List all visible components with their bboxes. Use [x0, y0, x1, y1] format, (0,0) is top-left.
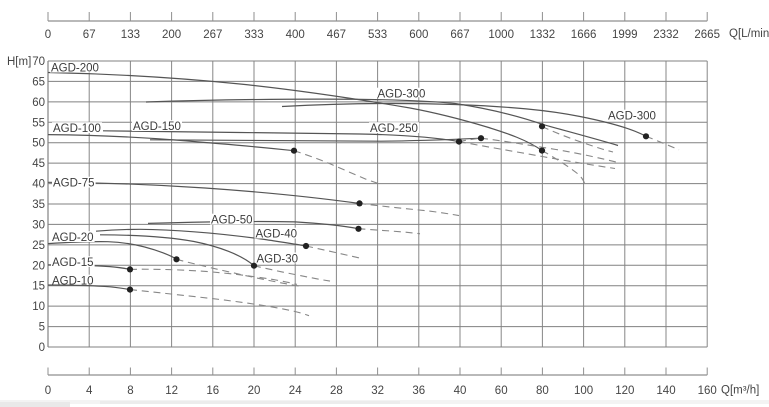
svg-text:15: 15: [32, 281, 45, 293]
svg-text:28: 28: [330, 385, 343, 397]
svg-text:30: 30: [32, 219, 45, 231]
svg-text:333: 333: [244, 29, 263, 41]
svg-text:AGD-50: AGD-50: [211, 215, 253, 227]
svg-text:25: 25: [32, 240, 45, 252]
svg-text:2665: 2665: [694, 29, 720, 41]
svg-text:24: 24: [289, 385, 302, 397]
svg-text:36: 36: [412, 385, 425, 397]
svg-text:1332: 1332: [530, 29, 556, 41]
svg-text:80: 80: [536, 385, 549, 397]
svg-text:160: 160: [698, 385, 717, 397]
svg-text:AGD-30: AGD-30: [257, 253, 299, 265]
svg-text:67: 67: [83, 29, 96, 41]
svg-text:1666: 1666: [571, 29, 597, 41]
svg-text:AGD-10: AGD-10: [52, 276, 94, 288]
svg-text:Q[m³/h]: Q[m³/h]: [721, 385, 759, 397]
svg-text:2332: 2332: [653, 29, 679, 41]
svg-text:40: 40: [32, 179, 45, 191]
svg-text:10: 10: [32, 301, 45, 313]
svg-text:120: 120: [615, 385, 634, 397]
svg-text:45: 45: [32, 158, 45, 170]
svg-text:AGD-20: AGD-20: [52, 232, 94, 244]
svg-text:AGD-250: AGD-250: [370, 123, 418, 135]
svg-text:4: 4: [86, 385, 93, 397]
svg-text:35: 35: [32, 199, 45, 211]
svg-text:200: 200: [162, 29, 181, 41]
svg-text:AGD-75: AGD-75: [53, 178, 95, 190]
svg-text:H[m]: H[m]: [7, 56, 31, 68]
svg-text:55: 55: [32, 117, 45, 129]
svg-text:60: 60: [32, 97, 45, 109]
svg-text:50: 50: [32, 138, 45, 150]
svg-text:400: 400: [286, 29, 305, 41]
svg-text:0: 0: [39, 342, 45, 354]
svg-text:8: 8: [127, 385, 133, 397]
svg-text:267: 267: [203, 29, 222, 41]
svg-text:40: 40: [454, 385, 467, 397]
svg-text:20: 20: [248, 385, 261, 397]
svg-text:12: 12: [165, 385, 178, 397]
svg-text:5: 5: [39, 322, 45, 334]
svg-text:AGD-100: AGD-100: [53, 123, 101, 135]
svg-text:100: 100: [574, 385, 593, 397]
svg-text:60: 60: [495, 385, 508, 397]
svg-text:AGD-300: AGD-300: [608, 111, 656, 123]
svg-text:1999: 1999: [612, 29, 638, 41]
svg-text:140: 140: [656, 385, 675, 397]
svg-text:AGD-15: AGD-15: [52, 257, 94, 269]
svg-text:467: 467: [327, 29, 346, 41]
svg-text:0: 0: [45, 385, 51, 397]
svg-text:667: 667: [450, 29, 469, 41]
svg-text:AGD-200: AGD-200: [51, 63, 99, 75]
svg-text:32: 32: [371, 385, 384, 397]
svg-text:16: 16: [206, 385, 219, 397]
svg-text:Q[L/min]: Q[L/min]: [729, 28, 769, 40]
svg-text:20: 20: [32, 260, 45, 272]
svg-text:AGD-40: AGD-40: [256, 229, 298, 241]
svg-text:133: 133: [121, 29, 140, 41]
svg-text:AGD-300: AGD-300: [378, 89, 426, 101]
svg-text:65: 65: [32, 76, 45, 88]
svg-text:600: 600: [409, 29, 428, 41]
svg-text:70: 70: [32, 56, 45, 68]
svg-text:1000: 1000: [488, 29, 514, 41]
svg-text:533: 533: [368, 29, 387, 41]
svg-text:AGD-150: AGD-150: [133, 121, 181, 133]
svg-text:0: 0: [45, 29, 51, 41]
